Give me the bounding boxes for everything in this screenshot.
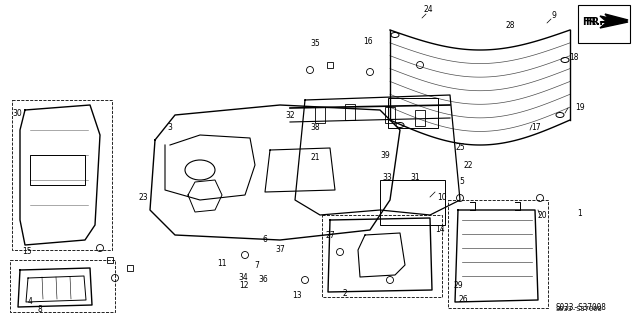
Text: 22: 22 [463,161,473,170]
Text: FR.: FR. [582,17,600,27]
Text: 17: 17 [531,123,541,132]
Text: 30: 30 [12,108,22,117]
Polygon shape [600,16,628,28]
Text: 36: 36 [258,276,268,285]
Text: 4: 4 [28,298,33,307]
Text: 15: 15 [22,248,32,256]
Bar [380,180,445,225]
Text: 2: 2 [342,288,348,298]
Text: 31: 31 [410,174,420,182]
Text: 12: 12 [239,281,249,291]
Text: 25: 25 [455,144,465,152]
Text: S033-S37008: S033-S37008 [556,306,603,312]
Text: S033-S37008: S033-S37008 [556,302,607,311]
Bar [327,62,333,68]
Text: 24: 24 [423,5,433,14]
Text: 11: 11 [217,259,227,269]
Bar [345,104,355,120]
Bar [107,257,113,263]
Bar [448,200,548,308]
Text: 6: 6 [262,235,268,244]
Text: 33: 33 [382,174,392,182]
Text: 19: 19 [575,103,585,113]
Text: 9: 9 [552,11,556,20]
Text: 14: 14 [435,226,445,234]
Bar [127,265,133,271]
Text: 13: 13 [292,292,302,300]
Bar [315,107,325,123]
Text: 5: 5 [460,177,465,187]
Text: 37: 37 [275,246,285,255]
Text: 7: 7 [255,261,259,270]
Text: 1: 1 [578,209,582,218]
Bar [30,155,85,185]
Text: 27: 27 [325,231,335,240]
Text: 10: 10 [437,192,447,202]
Text: FR.: FR. [585,17,603,27]
Text: 32: 32 [285,110,295,120]
Text: 29: 29 [453,280,463,290]
Text: 21: 21 [310,153,320,162]
Text: 23: 23 [138,192,148,202]
Bar [322,215,442,297]
FancyArrowPatch shape [601,19,617,25]
Text: 28: 28 [505,20,515,29]
Bar [385,107,395,123]
Text: 26: 26 [458,295,468,305]
Text: 20: 20 [537,211,547,220]
Bar [10,260,115,312]
Bar [388,98,438,128]
Text: 3: 3 [168,123,172,132]
Text: 34: 34 [238,273,248,283]
Polygon shape [605,14,628,26]
Text: 38: 38 [310,123,320,132]
Text: 39: 39 [380,151,390,160]
Text: 35: 35 [310,39,320,48]
Text: 18: 18 [569,54,579,63]
Text: 16: 16 [363,38,373,47]
Bar [415,110,425,126]
Bar [578,5,630,43]
Bar [12,100,112,250]
Text: 8: 8 [38,306,42,315]
